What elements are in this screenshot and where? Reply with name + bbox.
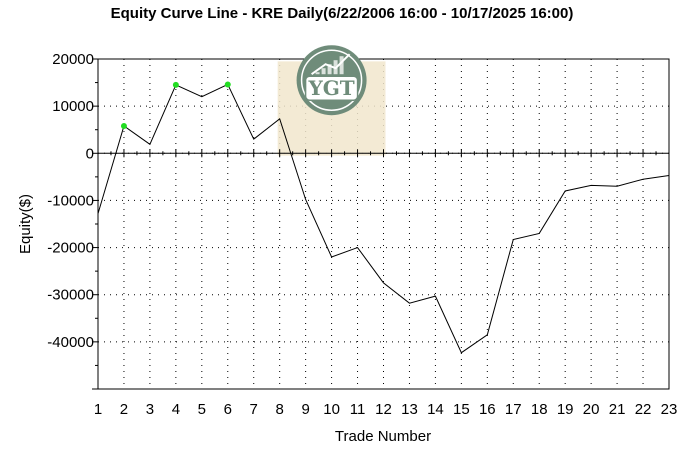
equity-series (97, 81, 670, 354)
watermark-inner-ring (300, 49, 363, 111)
x-tick-label: 23 (661, 401, 678, 418)
y-tick-label: -40000 (47, 334, 94, 351)
watermark-arrow (311, 53, 351, 76)
x-tick-label: 3 (146, 401, 154, 418)
x-tick-label: 1 (94, 401, 102, 418)
ygt-watermark-logo: YGT (277, 45, 386, 156)
x-tick-label: 19 (557, 401, 574, 418)
x-tick-label: 17 (505, 401, 522, 418)
watermark-bar (339, 56, 344, 75)
watermark-bar (321, 68, 326, 75)
x-tick-label: 7 (250, 401, 258, 418)
x-tick-label: 5 (198, 401, 206, 418)
y-tick-label: -30000 (47, 287, 94, 304)
new-high-point (172, 81, 179, 88)
x-tick-label: 16 (479, 401, 496, 418)
new-high-point (120, 122, 127, 129)
x-tick-label: 10 (323, 401, 340, 418)
x-tick-label: 2 (120, 401, 128, 418)
y-tick-label: 20000 (52, 51, 94, 68)
chart-title: Equity Curve Line - KRE Daily(6/22/2006 … (111, 5, 574, 22)
watermark-bar (315, 72, 320, 75)
x-tick-label: 22 (635, 401, 652, 418)
y-tick-label: -10000 (47, 192, 94, 209)
watermark-text: YGT (307, 76, 354, 100)
x-tick-label: 12 (375, 401, 392, 418)
x-tick-label: 18 (531, 401, 548, 418)
x-tick-label: 21 (609, 401, 626, 418)
x-tick-label: 11 (350, 401, 366, 418)
x-tick-label: 4 (172, 401, 180, 418)
x-tick-label: 14 (427, 401, 444, 418)
y-tick-label: -20000 (47, 240, 94, 257)
new-high-point (224, 81, 231, 88)
x-tick-label: 20 (583, 401, 600, 418)
equity-line (97, 83, 670, 354)
watermark-badge (304, 75, 359, 101)
watermark-bar (327, 64, 332, 75)
grid-lines (98, 59, 669, 389)
x-tick-label: 9 (301, 401, 309, 418)
x-tick-label: 15 (453, 401, 470, 418)
x-tick-label: 8 (276, 401, 284, 418)
y-tick-label: 0 (86, 145, 94, 162)
x-tick-label: 13 (401, 401, 418, 418)
y-tick-label: 10000 (52, 98, 94, 115)
x-axis-title: Trade Number (335, 428, 431, 445)
y-axis-title: Equity($) (17, 194, 34, 254)
x-tick-label: 6 (224, 401, 232, 418)
